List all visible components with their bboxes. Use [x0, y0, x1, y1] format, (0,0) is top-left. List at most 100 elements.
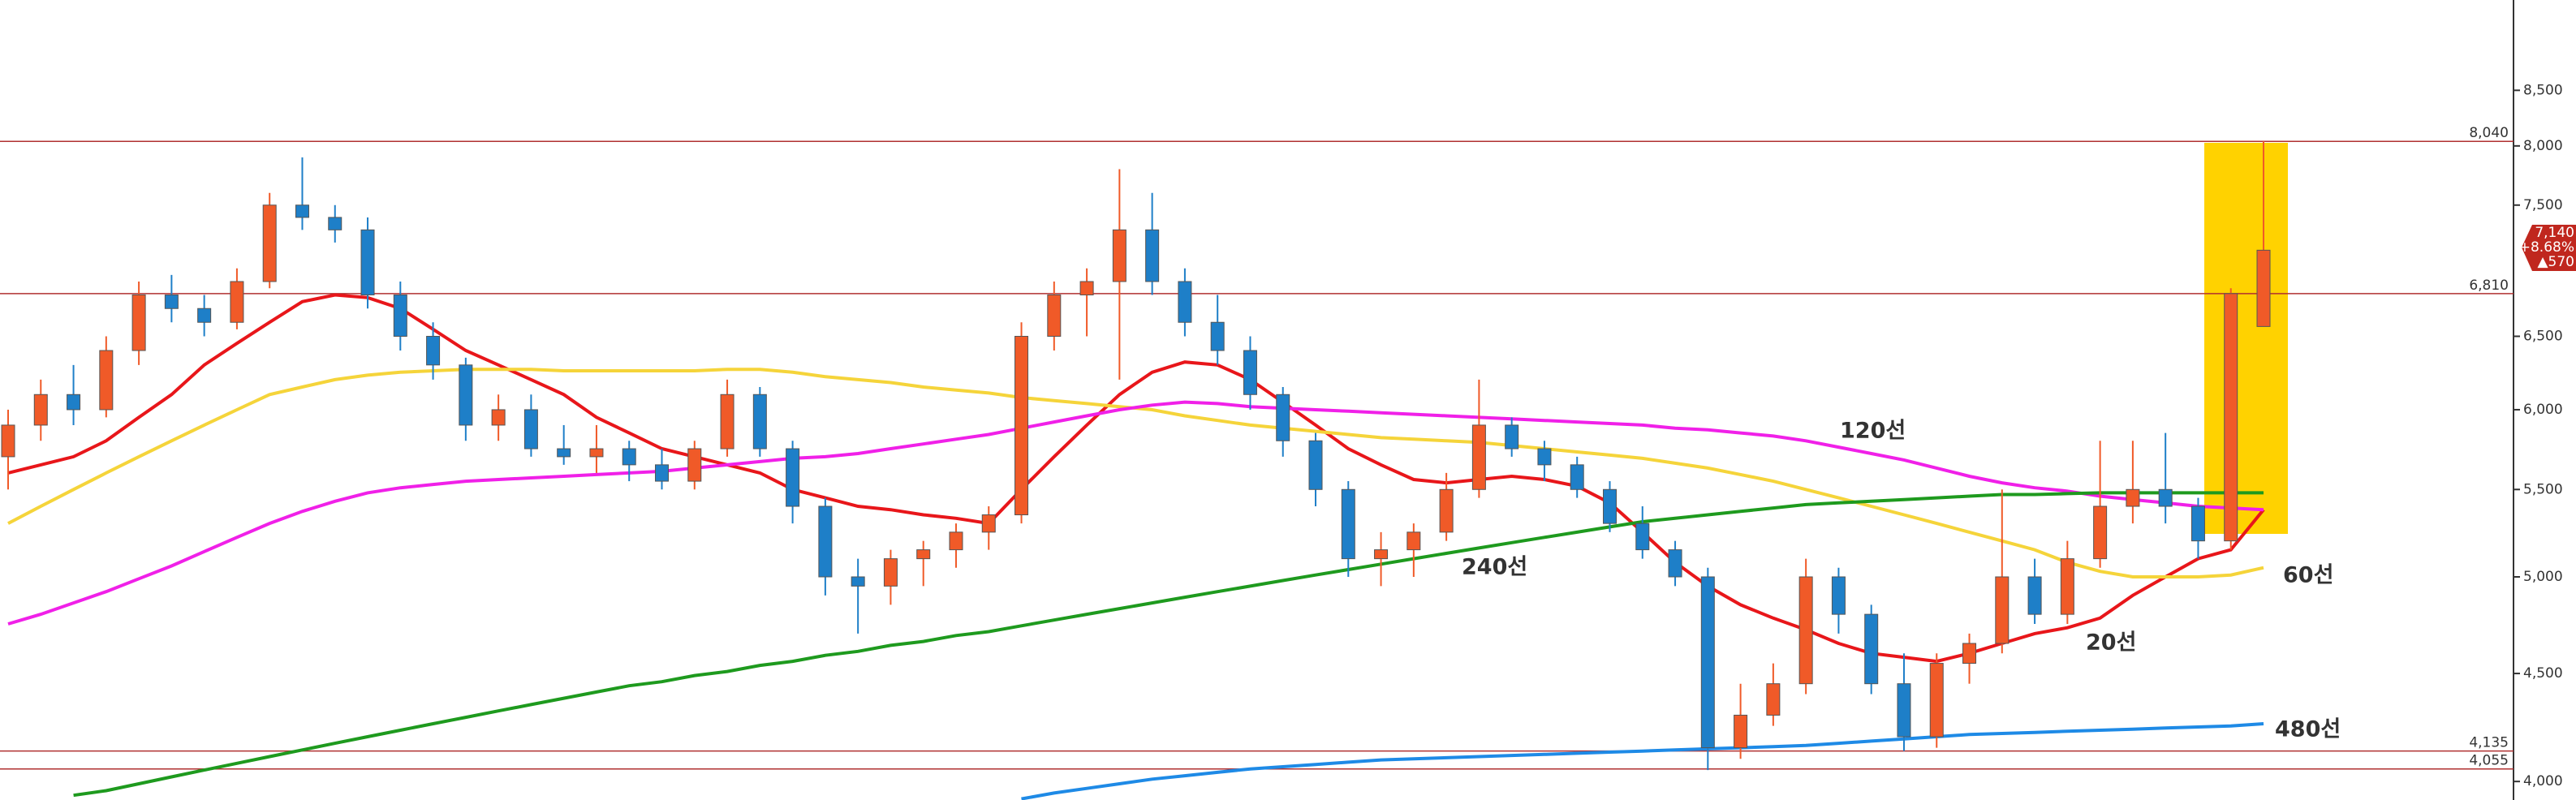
price-tag-change: +8.68% [2519, 239, 2574, 256]
candle-body [131, 295, 146, 351]
price-tag-price: 7,140 [2535, 225, 2574, 241]
line-annotation: 120선 [1840, 419, 1906, 444]
candle-body [67, 394, 81, 411]
candle-body [1374, 549, 1389, 560]
candle-body [883, 558, 898, 587]
candle-body [1929, 663, 1944, 738]
y-tick-label: 4,000 [2523, 773, 2563, 789]
candle-body [1, 424, 15, 458]
price-tag-diff: ▲570 [2537, 254, 2574, 270]
candle-body [2093, 505, 2108, 560]
candle-body [557, 448, 571, 458]
candle-body [1014, 335, 1029, 516]
y-tick-label: 5,000 [2523, 569, 2563, 585]
level-label: 8,040 [2469, 125, 2509, 141]
candle-body [2256, 249, 2271, 327]
candle-body [1798, 576, 1813, 685]
y-tick-label: 8,000 [2523, 138, 2563, 154]
candle-body [786, 448, 800, 507]
moving-average-line [7, 368, 2264, 578]
moving-average-line [7, 400, 2264, 626]
candle-body [2158, 488, 2173, 507]
candle-body [262, 204, 277, 282]
candle-body [818, 505, 833, 578]
candle-body [2027, 576, 2042, 615]
candle-body [1766, 683, 1781, 716]
candle-body [687, 448, 702, 482]
moving-average-line [7, 293, 2265, 664]
candle-body [491, 409, 506, 426]
candle-body [1700, 576, 1715, 749]
y-tick-label: 4,500 [2523, 665, 2563, 682]
candle-body [655, 464, 670, 482]
candle-body [459, 364, 473, 426]
candle-body [2126, 488, 2140, 507]
candle-body [1537, 448, 1552, 466]
candle-body [916, 549, 931, 560]
candle-body [230, 281, 244, 323]
candle-body [1471, 424, 1486, 490]
moving-average-line [73, 491, 2264, 798]
candle-body [949, 531, 963, 551]
candle-body [1276, 394, 1290, 441]
candle-body [197, 308, 212, 323]
candle-body [426, 335, 441, 366]
candle-body [589, 448, 604, 458]
y-tick-label: 5,500 [2523, 481, 2563, 497]
candle-body [1308, 440, 1323, 490]
candle-body [1668, 549, 1682, 578]
candle-body [99, 350, 114, 411]
candle-body [1145, 229, 1160, 282]
candle-body [33, 394, 48, 426]
y-tick-label: 7,500 [2523, 197, 2563, 213]
candle-body [1962, 643, 1977, 665]
candle-body [1831, 576, 1846, 615]
price-tag: 7,140 +8.68% ▲570 [2519, 225, 2576, 271]
price-tag-box [2522, 225, 2576, 271]
candle-body [752, 394, 767, 449]
candle-body [1341, 488, 1355, 560]
candle-body [1897, 683, 1911, 738]
line-annotation: 480선 [2275, 717, 2341, 742]
candle-body [393, 295, 407, 337]
candle-body [720, 394, 734, 449]
candle-body [2060, 558, 2074, 615]
candle-body [523, 409, 538, 449]
moving-average-line [1021, 722, 2264, 800]
candle-body [1406, 531, 1421, 551]
candle-body [1602, 488, 1617, 524]
y-tick-label: 6,500 [2523, 328, 2563, 344]
candle-body [1570, 464, 1584, 490]
level-label: 4,055 [2469, 753, 2509, 769]
level-label: 6,810 [2469, 277, 2509, 294]
highlight-box [2204, 143, 2288, 534]
candle-body [1079, 281, 1094, 296]
candle-body [981, 514, 996, 533]
candle-body [328, 217, 342, 230]
line-annotation: 240선 [1462, 555, 1527, 580]
y-tick-label: 8,500 [2523, 82, 2563, 98]
level-label: 4,135 [2469, 735, 2509, 751]
candle-body [164, 295, 179, 309]
candle-body [360, 229, 375, 296]
candle-body [622, 448, 636, 466]
candle-body [1178, 281, 1192, 323]
candle-body [1210, 321, 1225, 351]
candle-body [1505, 424, 1519, 449]
candle-body [1112, 229, 1126, 282]
line-annotation: 60선 [2283, 563, 2333, 588]
candle-body [2190, 505, 2205, 542]
candle-body [1439, 488, 1454, 533]
candle-body [295, 204, 309, 218]
candle-body [1635, 523, 1650, 551]
candle-body [1047, 295, 1062, 337]
candle-body [2224, 293, 2238, 542]
candle-body [851, 576, 865, 587]
candle-body [1864, 613, 1879, 685]
candle-body [1243, 350, 1257, 395]
candle-body [1734, 714, 1748, 749]
line-annotation: 20선 [2086, 630, 2136, 656]
candle-body [1995, 576, 2010, 644]
y-tick-label: 6,000 [2523, 402, 2563, 418]
